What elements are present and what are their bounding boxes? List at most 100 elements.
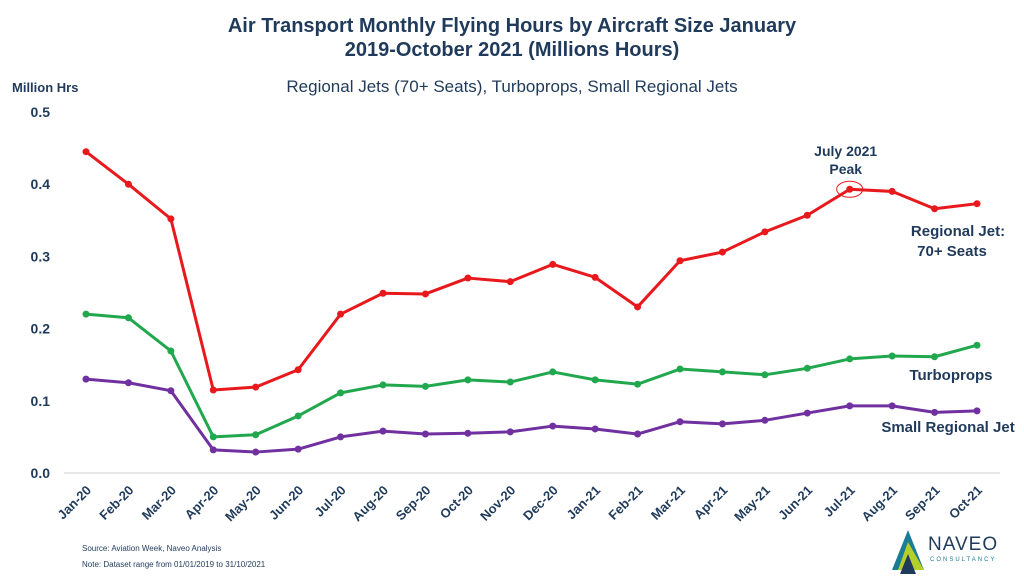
x-tick-label: Jun-20 xyxy=(266,483,306,523)
data-point xyxy=(421,290,429,298)
x-tick-label: Jun-21 xyxy=(775,483,815,523)
data-point xyxy=(82,375,90,383)
x-tick-label: Nov-20 xyxy=(477,483,518,524)
data-point xyxy=(167,347,175,355)
data-point xyxy=(167,387,175,395)
x-tick-label: Apr-20 xyxy=(182,483,222,523)
x-tick-label: May-20 xyxy=(222,483,264,525)
data-point xyxy=(591,273,599,281)
data-point xyxy=(294,366,302,374)
data-point xyxy=(379,381,387,389)
data-point xyxy=(252,431,260,439)
data-point xyxy=(846,355,854,363)
x-tick-label: Jul-21 xyxy=(821,483,858,520)
x-tick-label: Mar-21 xyxy=(648,483,688,523)
data-point xyxy=(209,386,217,394)
data-point xyxy=(718,248,726,256)
x-tick-label: Feb-20 xyxy=(96,483,136,523)
x-tick-label: Sep-20 xyxy=(393,483,434,524)
data-point xyxy=(591,376,599,384)
annotation-text-line2: Peak xyxy=(829,161,862,177)
data-point xyxy=(337,389,345,397)
x-tick-label: Oct-20 xyxy=(437,483,476,522)
data-point xyxy=(676,418,684,426)
logo-tagline: CONSULTANCY xyxy=(930,557,997,563)
data-point xyxy=(846,185,854,193)
y-tick-label: 0.0 xyxy=(31,465,51,481)
y-tick-label: 0.3 xyxy=(31,248,51,264)
data-point xyxy=(506,428,514,436)
data-point xyxy=(931,353,939,361)
logo-mark-icon xyxy=(892,530,924,574)
data-point xyxy=(718,420,726,428)
data-point xyxy=(549,260,557,268)
data-point xyxy=(973,200,981,208)
y-tick-label: 0.2 xyxy=(31,321,51,337)
chart-subtitle: Regional Jets (70+ Seats), Turboprops, S… xyxy=(286,77,738,96)
x-tick-label: Sep-21 xyxy=(902,483,943,524)
data-point xyxy=(337,310,345,318)
data-point xyxy=(252,383,260,391)
data-point xyxy=(421,382,429,390)
data-point xyxy=(591,425,599,433)
dataset-note: Note: Dataset range from 01/01/2019 to 3… xyxy=(82,560,266,569)
x-tick-label: Apr-21 xyxy=(691,483,731,523)
data-point xyxy=(124,379,132,387)
data-point xyxy=(379,427,387,435)
x-tick-label: Oct-21 xyxy=(946,483,985,522)
data-point xyxy=(676,257,684,265)
y-tick-label: 0.1 xyxy=(31,393,51,409)
data-point xyxy=(931,408,939,416)
data-point xyxy=(294,412,302,420)
series-label-regional-jet: Regional Jet: xyxy=(911,223,1005,240)
series-line-0 xyxy=(85,150,978,392)
x-tick-label: Jan-20 xyxy=(54,483,94,523)
data-point xyxy=(124,180,132,188)
naveo-logo: NAVEO CONSULTANCY xyxy=(888,530,1018,574)
data-point xyxy=(931,205,939,213)
data-point xyxy=(82,310,90,318)
peak-highlight-circle xyxy=(836,180,864,198)
data-point xyxy=(506,278,514,286)
data-point xyxy=(718,368,726,376)
data-point xyxy=(549,422,557,430)
x-tick-label: Aug-21 xyxy=(859,483,901,525)
x-tick-label: Mar-20 xyxy=(139,483,179,523)
data-point xyxy=(846,402,854,410)
x-tick-label: Feb-21 xyxy=(605,483,645,523)
title-line-2: 2019-October 2021 (Millions Hours) xyxy=(344,39,680,61)
series-label-turboprops: Turboprops xyxy=(909,367,992,384)
annotation-text: July 2021 xyxy=(814,143,877,159)
y-axis-label: Million Hrs xyxy=(12,80,79,95)
data-point xyxy=(634,380,642,388)
data-point xyxy=(82,148,90,156)
data-point xyxy=(421,430,429,438)
source-note: Source: Aviation Week, Naveo Analysis xyxy=(82,544,222,553)
data-point xyxy=(761,416,769,424)
data-point xyxy=(803,409,811,417)
data-point xyxy=(888,187,896,195)
data-point xyxy=(634,303,642,311)
y-tick-label: 0.5 xyxy=(31,104,51,120)
data-point xyxy=(634,430,642,438)
data-point xyxy=(464,274,472,282)
data-point xyxy=(888,402,896,410)
data-point xyxy=(549,368,557,376)
data-point xyxy=(761,371,769,379)
data-point xyxy=(337,433,345,441)
data-point xyxy=(761,228,769,236)
series-label-regional-jet-line2: 70+ Seats xyxy=(917,243,987,260)
x-tick-label: Dec-20 xyxy=(520,483,561,524)
logo-name: NAVEO xyxy=(928,534,999,555)
data-point xyxy=(124,314,132,322)
data-point xyxy=(464,429,472,437)
data-point xyxy=(973,341,981,349)
x-tick-label: May-21 xyxy=(731,483,773,525)
data-point xyxy=(252,448,260,456)
y-tick-label: 0.4 xyxy=(31,176,51,192)
data-point xyxy=(167,215,175,223)
data-point xyxy=(506,378,514,386)
series-label-small-regional-jet: Small Regional Jet xyxy=(881,419,1014,436)
